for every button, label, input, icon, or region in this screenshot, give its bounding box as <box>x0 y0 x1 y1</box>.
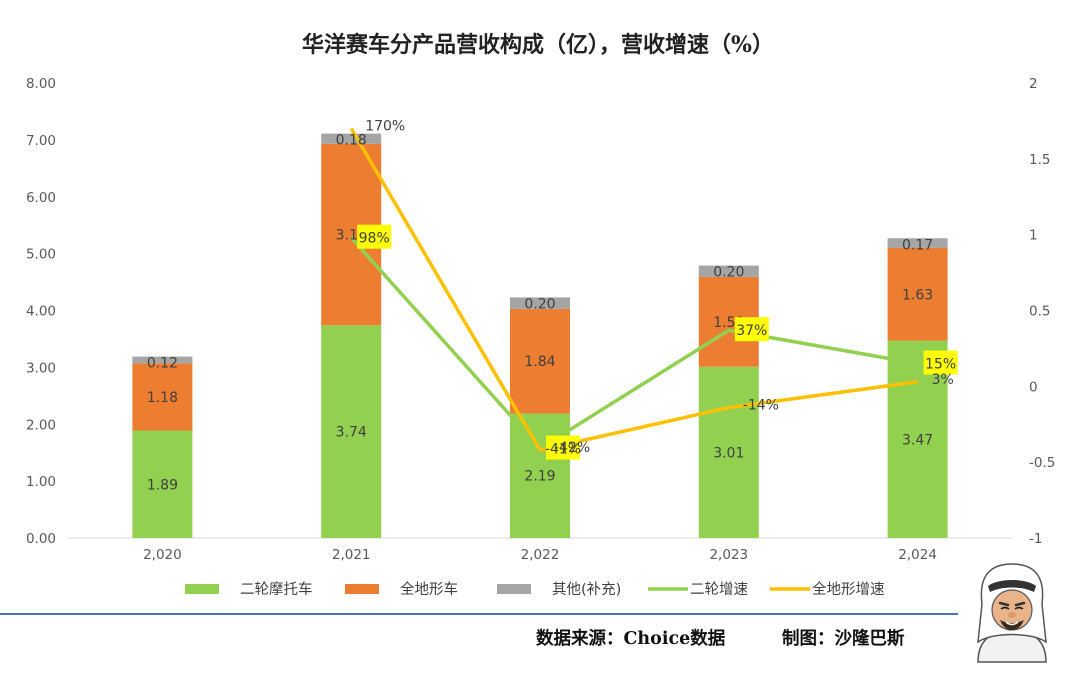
line-series <box>349 236 918 451</box>
author-text: 制图：沙隆巴斯 <box>782 628 905 649</box>
bar-segment <box>887 247 948 341</box>
left-tick-label: 2.00 <box>26 417 56 433</box>
legend-swatch <box>345 584 379 594</box>
line-value-label: -14% <box>743 398 779 414</box>
right-tick-label: 0.5 <box>1029 304 1050 320</box>
left-tick-label: 1.00 <box>26 474 56 490</box>
left-y-axis: 0.00 1.00 2.00 3.00 4.00 5.00 6.00 7.00 8.00 <box>26 76 56 547</box>
line-value-label: 170% <box>365 119 405 135</box>
right-tick-label: 1 <box>1029 228 1038 244</box>
x-axis: 2,020 2,021 2,022 2,023 2,024 <box>143 547 937 563</box>
line-value-label: 37% <box>736 323 767 339</box>
bar-value-label: 3.01 <box>713 445 744 461</box>
bar-value-label: 2.19 <box>524 469 555 485</box>
bar-segment <box>510 297 570 309</box>
legend-label: 全地形车 <box>400 580 458 598</box>
bar-value-label: 1.89 <box>147 477 178 493</box>
bar-value-label: 1.63 <box>902 287 933 303</box>
legend-label: 其他(补充) <box>552 581 621 598</box>
x-tick-label: 2,022 <box>521 547 560 563</box>
left-tick-label: 6.00 <box>26 190 56 206</box>
left-tick-label: 0.00 <box>26 531 56 547</box>
bar-value-label: 0.20 <box>524 296 555 312</box>
bar-value-label: 0.18 <box>336 133 367 149</box>
bar-value-label: 0.20 <box>713 265 744 281</box>
line-value-label: 15% <box>925 357 956 373</box>
right-tick-label: 2 <box>1029 76 1038 92</box>
line-label-highlight <box>357 224 392 249</box>
bar-segment <box>132 356 193 364</box>
x-tick-label: 2,023 <box>709 547 748 563</box>
line-label-highlight <box>923 350 958 375</box>
bar-value-label: 1.84 <box>524 354 555 370</box>
bar-segment <box>510 308 570 414</box>
bar-segment <box>887 238 948 248</box>
bar-segment <box>698 366 759 538</box>
bar-segment <box>132 430 193 538</box>
legend-swatch <box>185 584 219 594</box>
legend: 二轮摩托车 全地形车 其他(补充) 二轮增速 全地形增速 <box>185 580 885 598</box>
data-labels: 1.893.742.193.013.471.183.191.841.581.63… <box>147 119 958 493</box>
bar-segment <box>698 265 759 277</box>
source-text: 数据来源：Choice数据 <box>536 628 726 649</box>
growth-lines <box>349 127 918 452</box>
bar-segment <box>132 363 193 431</box>
line-value-label: 98% <box>359 231 390 247</box>
left-tick-label: 3.00 <box>26 360 56 376</box>
bars <box>132 133 948 538</box>
line-value-label: -42% <box>554 440 590 456</box>
right-tick-label: 1.5 <box>1029 152 1050 168</box>
legend-label: 二轮摩托车 <box>240 580 313 598</box>
left-tick-label: 7.00 <box>26 133 56 149</box>
left-tick-label: 8.00 <box>26 76 56 92</box>
bar-value-label: 3.47 <box>902 432 933 448</box>
mascot-avatar <box>977 563 1047 663</box>
bar-value-label: 3.74 <box>336 425 367 441</box>
x-tick-label: 2,020 <box>143 547 182 563</box>
line-series <box>349 127 918 452</box>
legend-label: 全地形增速 <box>812 580 885 598</box>
right-y-axis: -1 -0.5 0 0.5 1 1.5 2 <box>1029 76 1055 547</box>
legend-swatch <box>497 584 531 594</box>
x-tick-label: 2,024 <box>898 547 937 563</box>
left-tick-label: 5.00 <box>26 247 56 263</box>
right-tick-label: -0.5 <box>1029 455 1055 471</box>
chart-title: 华洋赛车分产品营收构成（亿），营收增速（%） <box>302 32 774 58</box>
left-tick-label: 4.00 <box>26 304 56 320</box>
line-label-highlight <box>546 435 580 460</box>
x-tick-label: 2,021 <box>332 547 371 563</box>
bar-value-label: 0.12 <box>147 356 178 372</box>
right-tick-label: 0 <box>1029 379 1038 395</box>
line-value-label: -41% <box>545 442 581 458</box>
right-tick-label: -1 <box>1029 531 1042 547</box>
legend-label: 二轮增速 <box>690 581 748 598</box>
line-label-highlight <box>734 317 769 342</box>
bar-value-label: 1.18 <box>147 390 178 406</box>
line-value-label: 3% <box>932 372 954 388</box>
bar-value-label: 0.17 <box>902 237 933 253</box>
bar-segment <box>321 325 382 538</box>
bar-segment <box>321 133 382 144</box>
